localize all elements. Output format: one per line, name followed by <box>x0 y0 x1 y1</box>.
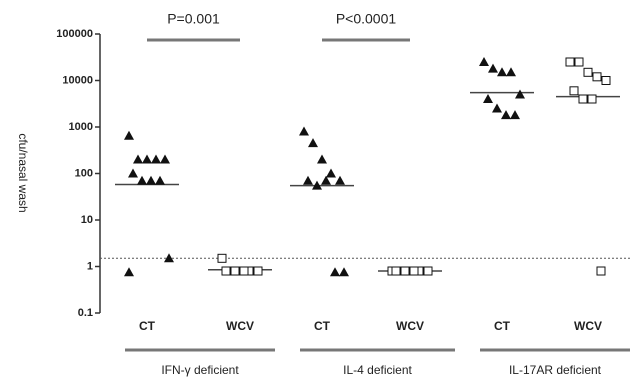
data-point <box>317 154 327 164</box>
data-point <box>312 180 322 190</box>
group-label: IL-4 deficient <box>343 363 412 377</box>
data-point <box>299 126 309 136</box>
data-point <box>488 63 498 73</box>
p-value: P=0.001 <box>167 11 220 27</box>
data-point <box>124 267 134 277</box>
y-tick-label: 0.1 <box>78 307 93 319</box>
data-point <box>510 110 520 120</box>
data-point <box>253 266 263 276</box>
data-point <box>217 253 227 263</box>
p-value: P<0.0001 <box>336 11 397 27</box>
data-point <box>146 175 156 185</box>
data-point <box>587 94 597 104</box>
data-point <box>409 266 419 276</box>
data-point <box>151 154 161 164</box>
y-tick-label: 100000 <box>56 28 93 40</box>
data-point <box>308 138 318 148</box>
group-label: IFN-γ deficient <box>161 363 239 377</box>
data-point <box>578 94 588 104</box>
group-label: IL-17AR deficient <box>509 363 602 377</box>
data-point <box>164 253 174 263</box>
data-point <box>483 94 493 104</box>
data-point <box>479 56 489 66</box>
data-point <box>160 154 170 164</box>
data-point <box>137 175 147 185</box>
data-point <box>400 266 410 276</box>
data-point <box>321 175 331 185</box>
y-tick-label: 100 <box>75 167 93 179</box>
data-point <box>583 67 593 77</box>
data-point <box>330 267 340 277</box>
y-axis-label: cfu/nasal wash <box>16 133 30 212</box>
y-tick-label: 10000 <box>62 74 93 86</box>
data-point <box>124 130 134 140</box>
x-tick-label: WCV <box>574 319 602 333</box>
data-point <box>601 76 611 85</box>
data-point <box>239 266 249 276</box>
y-tick-label: 1 <box>87 260 93 272</box>
data-point <box>596 266 606 276</box>
x-tick-label: CT <box>314 319 331 333</box>
data-point <box>565 57 575 67</box>
data-point <box>142 154 152 164</box>
data-point <box>335 175 345 185</box>
data-point <box>155 175 165 185</box>
data-point <box>569 86 579 96</box>
data-point <box>506 67 516 77</box>
data-point <box>221 266 231 276</box>
x-tick-label: CT <box>494 319 511 333</box>
data-point <box>592 72 602 82</box>
data-point <box>423 266 433 276</box>
x-tick-label: CT <box>139 319 156 333</box>
data-point <box>326 168 336 178</box>
data-point <box>492 103 502 113</box>
data-point <box>303 175 313 185</box>
data-point <box>501 110 511 120</box>
data-point <box>515 89 525 99</box>
x-tick-label: WCV <box>396 319 424 333</box>
data-point <box>574 57 584 67</box>
data-point <box>339 267 349 277</box>
y-tick-label: 10 <box>81 214 93 226</box>
data-point <box>128 168 138 178</box>
x-tick-label: WCV <box>226 319 254 333</box>
data-point <box>230 266 240 276</box>
data-point <box>133 154 143 164</box>
data-point <box>391 266 401 276</box>
y-tick-label: 1000 <box>69 121 93 133</box>
data-point <box>497 67 507 77</box>
